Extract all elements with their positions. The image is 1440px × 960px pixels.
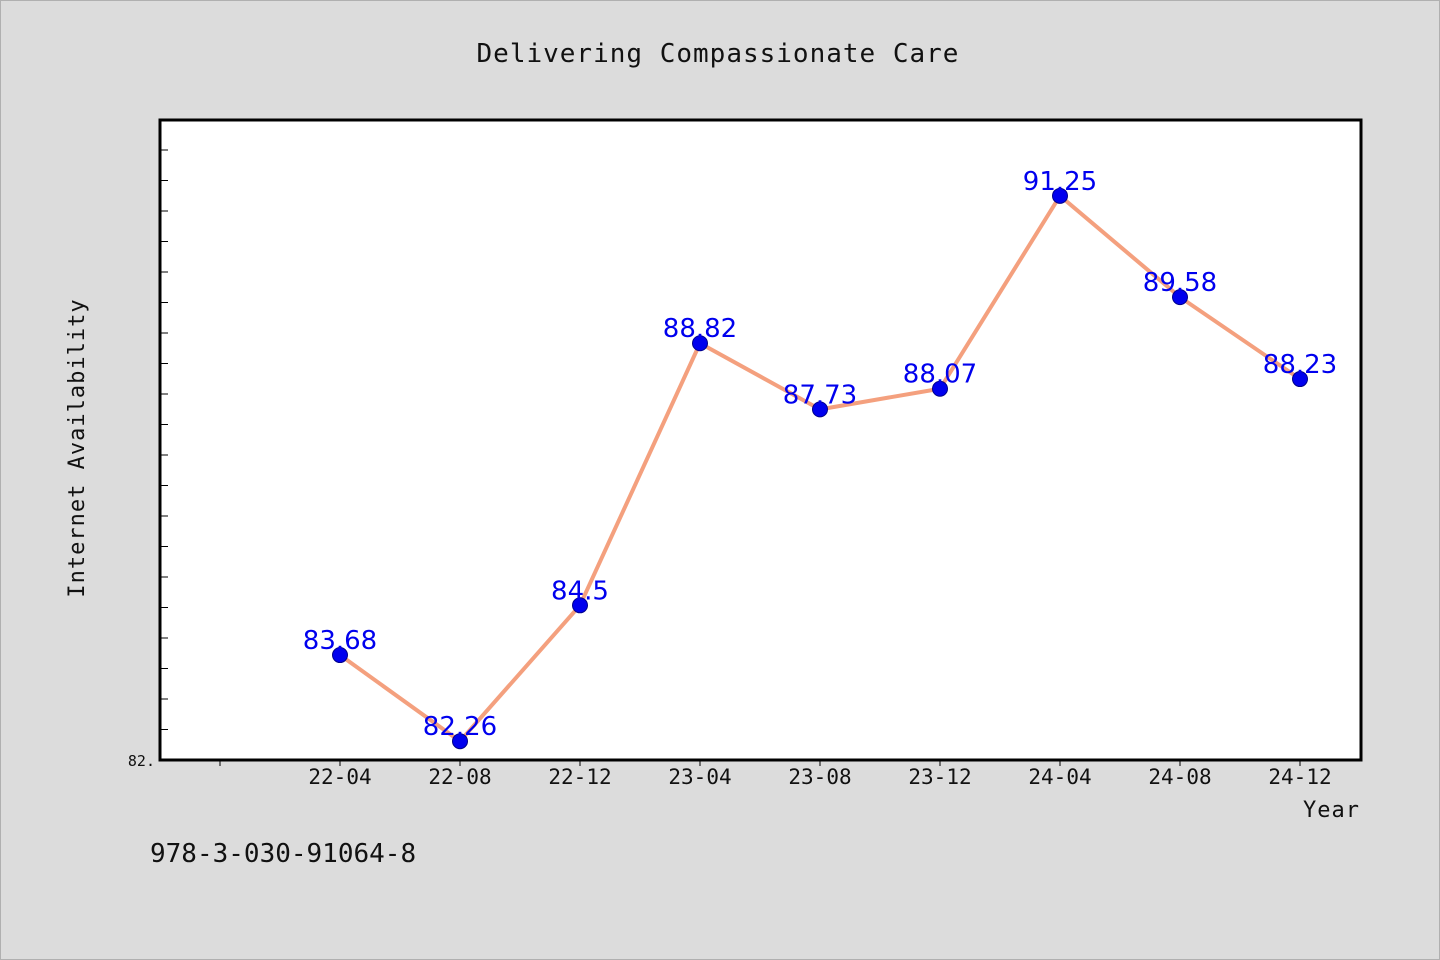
data-point (932, 380, 948, 397)
data-point (1172, 289, 1188, 306)
x-tick-label: 22-08 (428, 765, 491, 789)
data-point (452, 733, 468, 750)
data-label: 88.23 (1263, 350, 1337, 380)
data-labels: 83.68 82.26 84.5 88.82 87.73 88.07 91.25 89.58 8… (303, 167, 1337, 742)
data-label: 89.58 (1143, 268, 1217, 298)
x-tick-labels: 22-04 22-08 22-12 23-04 23-08 23-12 24-04 24-08… (308, 765, 1331, 789)
x-tick-label: 24-04 (1028, 765, 1091, 789)
data-point (1292, 371, 1308, 388)
data-label: 82.26 (423, 712, 497, 742)
x-tick-label: 23-04 (668, 765, 731, 789)
data-point (1052, 187, 1068, 204)
data-label: 84.5 (551, 576, 609, 606)
x-tick-label: 24-08 (1148, 765, 1211, 789)
data-label: 88.07 (903, 360, 977, 390)
y-tick-label: 82. (128, 752, 155, 770)
y-axis-ticks (160, 149, 168, 761)
chart-title: Delivering Compassionate Care (477, 39, 960, 69)
x-tick-label: 23-12 (908, 765, 971, 789)
data-point (572, 597, 588, 614)
x-axis-ticks (219, 760, 1301, 766)
x-axis-title: Year (1303, 798, 1360, 823)
data-label: 83.68 (303, 626, 377, 656)
x-tick-label: 22-04 (308, 765, 371, 789)
data-point (692, 335, 708, 352)
data-point (812, 401, 828, 418)
plot-area (158, 118, 1363, 762)
x-tick-label: 24-12 (1268, 765, 1331, 789)
x-tick-label: 23-08 (788, 765, 851, 789)
y-axis-title: Internet Availability (65, 298, 90, 597)
data-label: 88.82 (663, 314, 737, 344)
data-markers (332, 187, 1308, 750)
x-tick-label: 22-12 (548, 765, 611, 789)
data-point (332, 647, 348, 664)
data-label: 91.25 (1023, 167, 1097, 197)
isbn-footer: 978-3-030-91064-8 (150, 839, 416, 869)
data-label: 87.73 (783, 380, 857, 410)
